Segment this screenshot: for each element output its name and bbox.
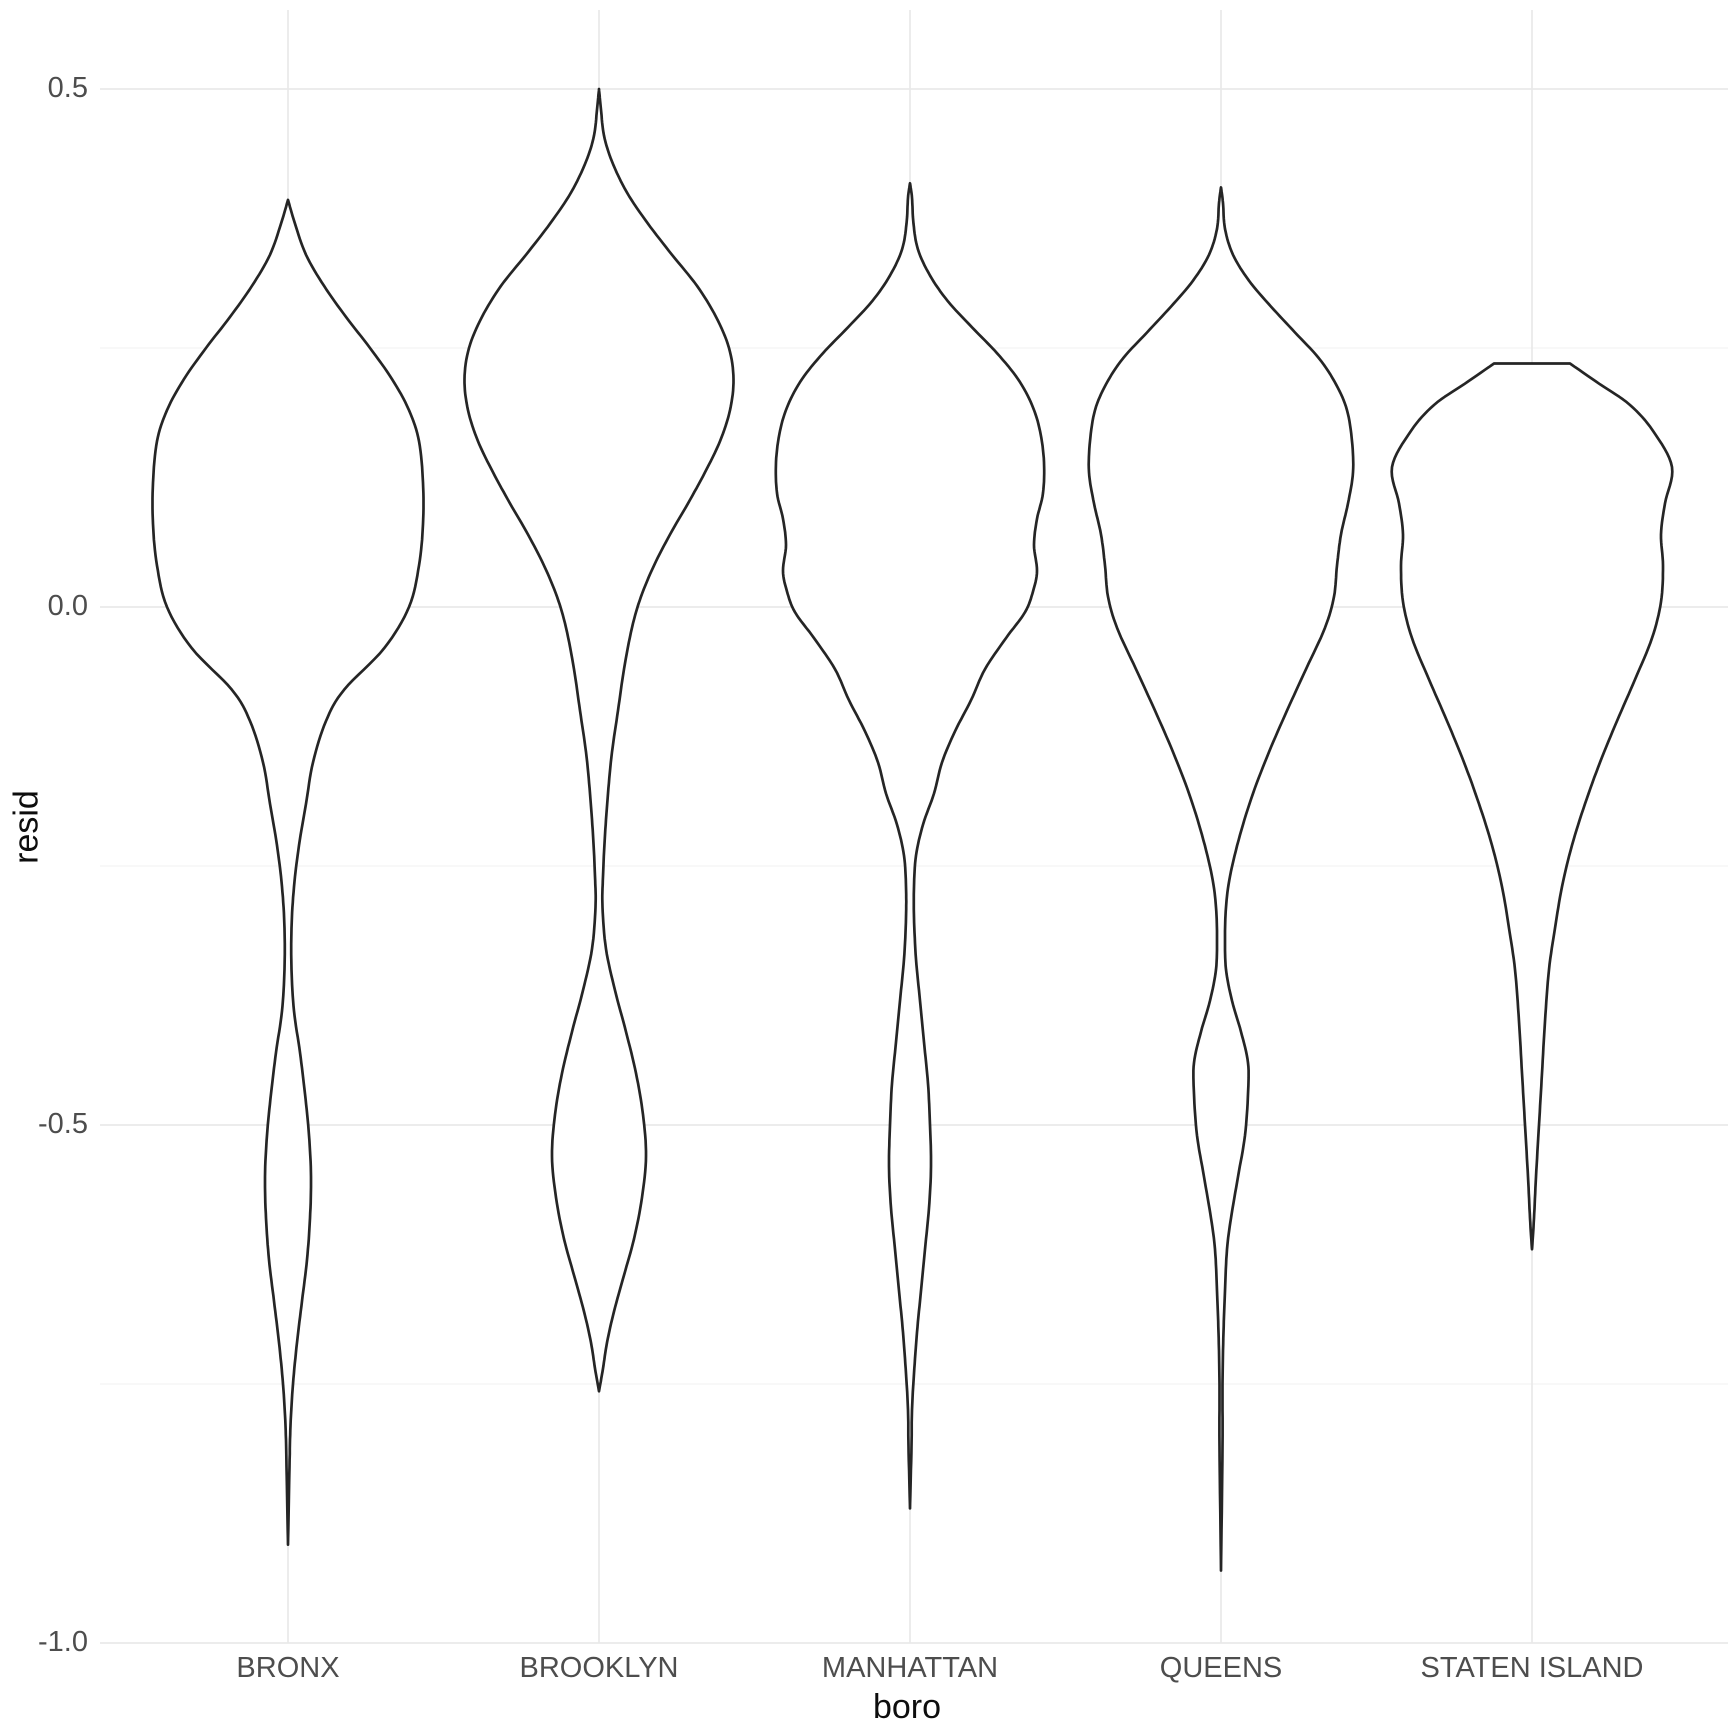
violin-staten-island — [1390, 362, 1674, 1251]
y-tick-label: -1.0 — [38, 1625, 88, 1658]
x-axis-title: boro — [872, 1688, 942, 1726]
x-tick-label: BROOKLYN — [519, 1652, 679, 1684]
y-tick-label: -0.5 — [38, 1107, 88, 1140]
violin-bronx — [151, 198, 425, 1546]
violin-brooklyn — [463, 87, 735, 1393]
x-tick-label: QUEENS — [1159, 1652, 1283, 1684]
y-axis-title: resid — [7, 790, 46, 864]
violin-shapes — [151, 87, 1674, 1572]
y-tick-label: 0.5 — [47, 71, 88, 104]
y-tick-label: 0.0 — [47, 589, 88, 622]
x-tick-label: STATEN ISLAND — [1420, 1652, 1644, 1684]
x-tick-label: MANHATTAN — [821, 1652, 999, 1684]
violin-manhattan — [774, 181, 1046, 1510]
violin-queens — [1087, 186, 1355, 1572]
x-tick-label: BRONX — [236, 1652, 340, 1684]
